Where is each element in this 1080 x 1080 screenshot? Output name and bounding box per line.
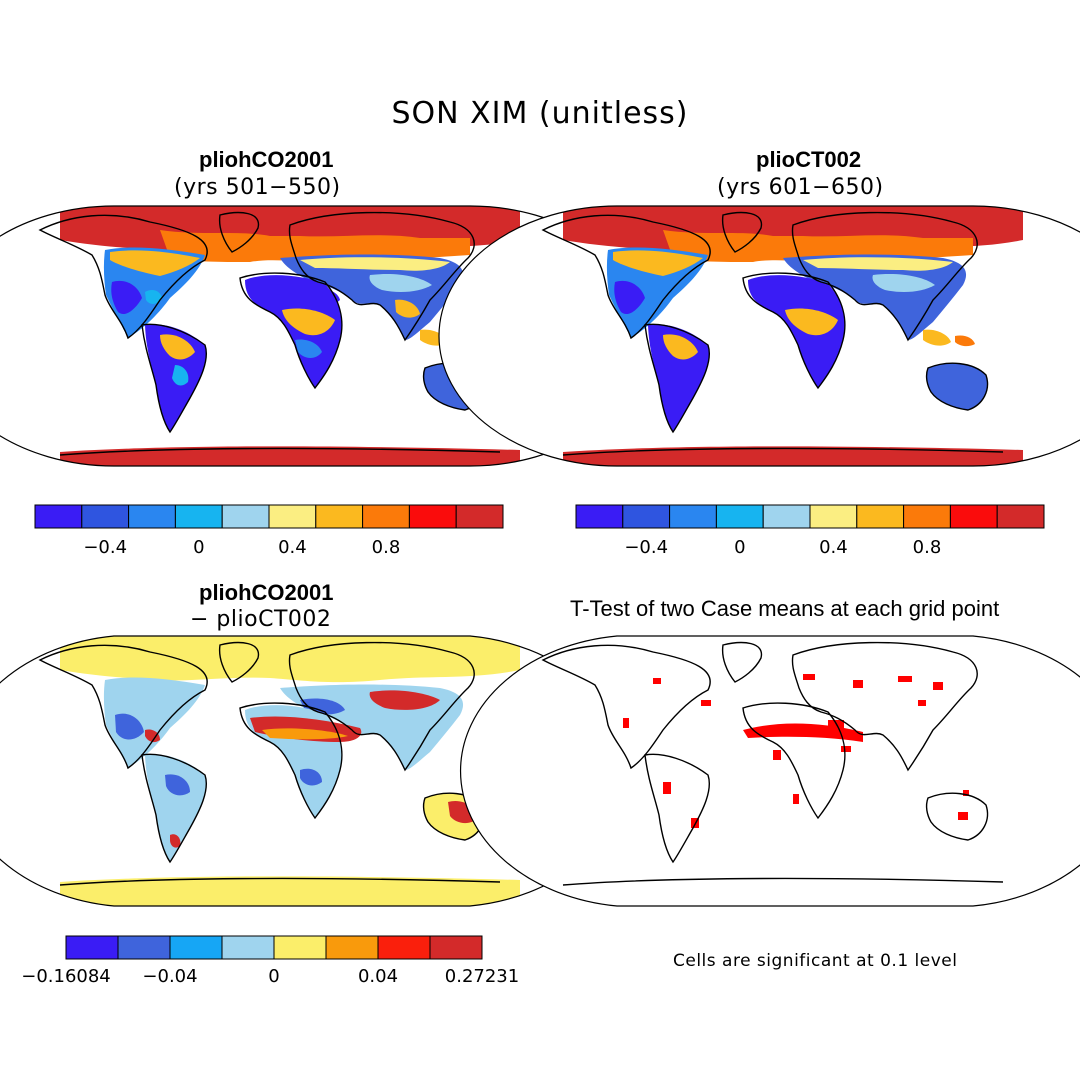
colorbar-swatch <box>809 504 858 529</box>
panel-tr-title: plioCT002 <box>756 147 862 172</box>
colorbar-swatch <box>81 504 130 529</box>
colorbar-tick-label: −0.16084 <box>21 966 111 987</box>
significance-note: Cells are significant at 0.1 level <box>673 951 958 971</box>
colorbar-plioct002: −0.4 0 0.4 0.8 <box>575 504 1045 558</box>
colorbar-tick-label: 0 <box>268 966 279 987</box>
panel-tl-subtitle: (yrs 501−550) <box>174 175 341 200</box>
colorbar-swatch <box>117 935 171 960</box>
colorbar-tick-label: 0.04 <box>358 966 398 987</box>
panel-br-title: T-Test of two Case means at each grid po… <box>570 596 1000 621</box>
panel-bl-title: pliohCO2001 <box>199 580 334 605</box>
colorbar-swatch <box>221 504 270 529</box>
colorbar-swatch <box>996 504 1045 529</box>
colorbar-swatch <box>377 935 431 960</box>
panel-bl-subtitle: − plioCT002 <box>190 607 332 632</box>
colorbar-tick-label: 0.8 <box>913 537 942 558</box>
colorbar-swatch <box>903 504 951 529</box>
colorbar-swatch <box>856 504 905 529</box>
colorbar-tick-label: −0.4 <box>83 537 127 558</box>
colorbar-swatch <box>325 935 379 960</box>
colorbar-swatch <box>429 935 483 960</box>
colorbar-difference: −0.16084 −0.04 0 0.04 0.27231 <box>21 935 519 987</box>
colorbar-swatch <box>408 504 457 529</box>
colorbar-swatch <box>315 504 364 529</box>
colorbar-swatch <box>669 504 717 529</box>
colorbar-swatch <box>622 504 671 529</box>
colorbar-swatch <box>455 504 504 529</box>
colorbar-swatch <box>34 504 83 529</box>
colorbar-tick-label: 0.27231 <box>445 966 519 987</box>
colorbar-swatch <box>65 935 119 960</box>
panel-tl-title: pliohCO2001 <box>199 147 334 172</box>
colorbar-tick-label: 0.4 <box>278 537 307 558</box>
figure-title: SON XIM (unitless) <box>391 96 689 131</box>
colorbar-tick-label: 0 <box>193 537 204 558</box>
colorbar-tick-label: 0 <box>734 537 745 558</box>
colorbar-swatch <box>268 504 317 529</box>
significant-cells <box>623 674 969 828</box>
colorbar-swatch <box>221 935 275 960</box>
colorbar-swatch <box>273 935 327 960</box>
colorbar-tick-label: −0.4 <box>624 537 668 558</box>
colorbar-swatch <box>949 504 998 529</box>
colorbar-swatch <box>715 504 764 529</box>
colorbar-swatch <box>174 504 223 529</box>
colorbar-swatch <box>362 504 410 529</box>
colorbar-swatch <box>128 504 176 529</box>
colorbar-swatch <box>575 504 624 529</box>
colorbar-swatch <box>762 504 811 529</box>
colorbar-swatch <box>169 935 223 960</box>
colorbar-pliohco2001: −0.4 0 0.4 0.8 <box>34 504 504 558</box>
colorbar-tick-label: −0.04 <box>142 966 197 987</box>
colorbar-tick-label: 0.4 <box>819 537 848 558</box>
panel-tr-subtitle: (yrs 601−650) <box>717 175 884 200</box>
colorbar-tick-label: 0.8 <box>372 537 401 558</box>
